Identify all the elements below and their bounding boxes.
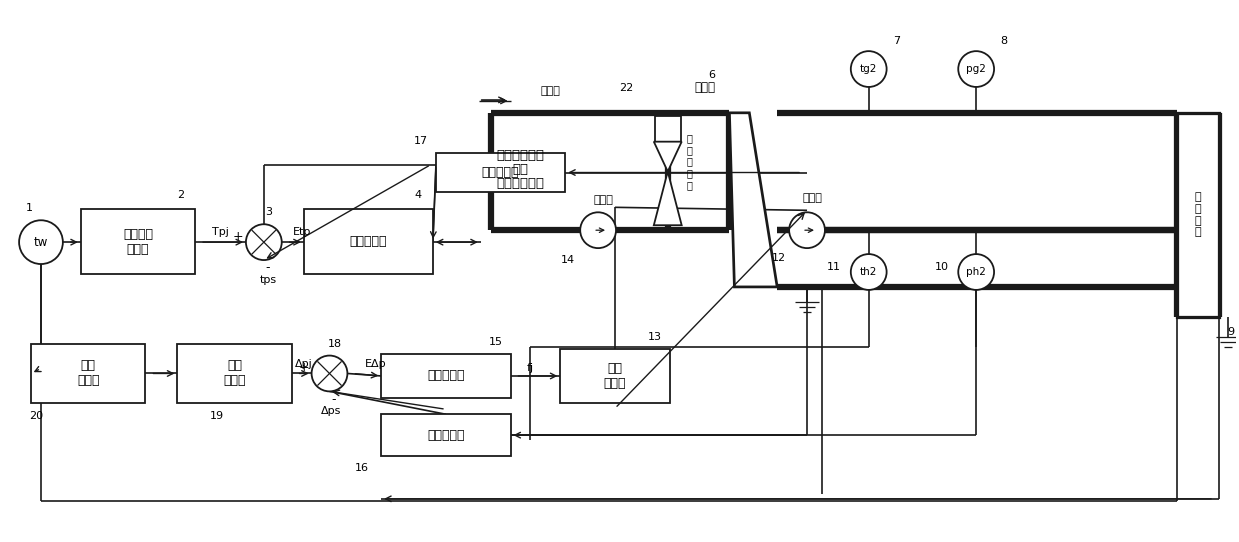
Text: -: - — [331, 393, 336, 406]
Text: 3: 3 — [265, 207, 273, 217]
Text: 13: 13 — [648, 332, 662, 341]
Bar — [560, 349, 670, 403]
Text: ph2: ph2 — [966, 267, 986, 277]
Bar — [304, 209, 432, 274]
Text: 温度转换器: 温度转换器 — [482, 166, 519, 179]
Text: 14: 14 — [561, 255, 575, 265]
Text: 二网
变频器: 二网 变频器 — [603, 362, 626, 390]
Text: 11: 11 — [826, 262, 841, 272]
Text: tw: tw — [33, 236, 48, 249]
Text: 一网泵: 一网泵 — [540, 86, 560, 96]
Text: 18: 18 — [327, 339, 342, 349]
Polygon shape — [730, 113, 777, 287]
Bar — [81, 209, 196, 274]
Text: 压差转换器: 压差转换器 — [427, 429, 465, 442]
Text: Etp: Etp — [292, 227, 311, 237]
Text: 15: 15 — [488, 337, 503, 347]
Text: 集中供热一网: 集中供热一网 — [497, 149, 544, 162]
Text: 半均温度
生成器: 半均温度 生成器 — [123, 228, 152, 256]
Polygon shape — [654, 171, 681, 225]
Text: 流量
生成器: 流量 生成器 — [77, 359, 99, 388]
Text: +: + — [233, 230, 243, 243]
Text: 压差
生成器: 压差 生成器 — [223, 359, 245, 388]
Text: Δps: Δps — [321, 406, 342, 416]
Text: -: - — [265, 262, 270, 274]
Text: 12: 12 — [772, 253, 787, 263]
Text: 4: 4 — [415, 190, 421, 201]
Text: 17: 17 — [414, 136, 429, 146]
Circle shape — [245, 224, 281, 260]
Circle shape — [311, 356, 347, 391]
Bar — [436, 153, 565, 192]
Text: 6: 6 — [707, 70, 715, 80]
Text: Tpj: Tpj — [212, 227, 229, 237]
Bar — [31, 344, 145, 403]
Circle shape — [580, 212, 616, 248]
Text: tps: tps — [259, 275, 276, 285]
Circle shape — [19, 220, 63, 264]
Text: +: + — [299, 361, 309, 374]
Text: 22: 22 — [618, 83, 633, 93]
Circle shape — [851, 51, 887, 87]
Text: 20: 20 — [28, 411, 43, 421]
Text: 压
阀
门
调
节: 压 阀 门 调 节 — [686, 133, 693, 190]
Bar — [1177, 113, 1219, 317]
Text: 区域供热锅炉: 区域供热锅炉 — [497, 177, 544, 190]
Text: 压差调控器: 压差调控器 — [427, 370, 465, 383]
Text: tg2: tg2 — [860, 64, 877, 74]
Bar — [655, 116, 680, 141]
Text: 8: 8 — [1000, 36, 1007, 46]
Circle shape — [958, 51, 994, 87]
Polygon shape — [654, 141, 681, 171]
Text: 7: 7 — [893, 36, 901, 46]
Circle shape — [851, 254, 887, 290]
Text: 9: 9 — [1228, 327, 1234, 337]
Bar — [177, 344, 291, 403]
Text: EΔp: EΔp — [364, 358, 387, 369]
Circle shape — [789, 212, 825, 248]
Bar — [382, 353, 510, 398]
Text: 换热器: 换热器 — [694, 81, 715, 94]
Text: Δpj: Δpj — [295, 358, 312, 369]
Text: 1: 1 — [26, 203, 32, 214]
Text: 19: 19 — [211, 411, 224, 421]
Text: 温度调控器: 温度调控器 — [349, 235, 387, 248]
Text: 16: 16 — [354, 463, 368, 473]
Text: 用
户
系
统: 用 户 系 统 — [1194, 192, 1202, 237]
Text: pg2: pg2 — [966, 64, 986, 74]
Text: 二网泵: 二网泵 — [802, 193, 821, 203]
Text: 或是: 或是 — [513, 163, 529, 176]
Text: fj: fj — [527, 363, 534, 373]
Text: 一网泵: 一网泵 — [593, 195, 613, 205]
Circle shape — [958, 254, 994, 290]
Text: 10: 10 — [934, 262, 948, 272]
Text: th2: th2 — [860, 267, 877, 277]
Bar — [382, 414, 510, 456]
Text: 2: 2 — [177, 190, 183, 201]
